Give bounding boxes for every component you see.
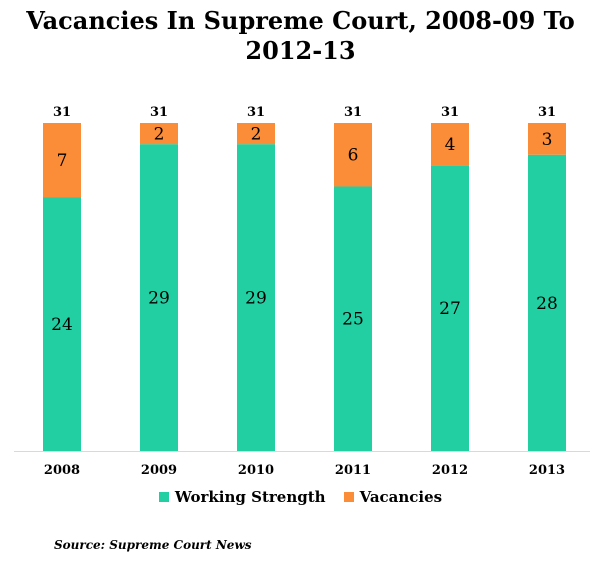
legend-swatch-vacancies [343,492,354,502]
bar-vacancies-2009 [140,123,178,145]
data-label-working-strength-2011: 25 [342,310,364,330]
bar-vacancies-2013 [528,123,566,155]
data-label-working-strength-2013: 28 [536,294,558,314]
legend: Working Strength Vacancies [0,488,601,506]
legend-item-working-strength: Working Strength [158,488,326,506]
bar-working-strength-2008 [43,197,81,451]
legend-label-vacancies: Vacancies [359,488,443,506]
data-label-working-strength-2008: 24 [51,315,73,335]
data-label-vacancies-2011: 6 [348,146,359,166]
data-label-vacancies-2009: 2 [154,125,165,145]
legend-swatch-working-strength [158,492,169,502]
x-tick-2013: 2013 [529,463,565,478]
x-tick-2008: 2008 [44,463,80,478]
bar-working-strength-2010 [237,144,275,451]
bar-vacancies-2012 [431,123,469,166]
bar-working-strength-2013 [528,154,566,451]
bar-working-strength-2012 [431,165,469,452]
x-tick-2010: 2010 [238,463,274,478]
chart-title-line-2: 2012-13 [245,36,356,65]
chart-title: Vacancies In Supreme Court, 2008-09 To 2… [0,6,601,66]
total-label-2008: 31 [53,105,71,120]
bar-vacancies-2010 [237,123,275,145]
total-label-2010: 31 [247,105,265,120]
stacked-bar-chart: 24 7 31 2008 29 2 31 2009 29 2 31 2010 25 6 31 2011 27 4 3… [14,105,590,478]
x-tick-2011: 2011 [335,463,371,478]
bar-vacancies-2011 [334,123,372,187]
total-label-2009: 31 [150,105,168,120]
data-label-vacancies-2010: 2 [251,125,262,145]
data-label-vacancies-2008: 7 [57,151,68,171]
total-label-2011: 31 [344,105,362,120]
bar-working-strength-2009 [140,144,178,451]
data-label-working-strength-2009: 29 [148,289,170,309]
source-note: Source: Supreme Court News [54,538,252,552]
data-label-working-strength-2012: 27 [439,299,461,319]
bar-working-strength-2011 [334,186,372,451]
x-tick-2012: 2012 [432,463,468,478]
data-label-vacancies-2012: 4 [445,135,456,155]
data-label-vacancies-2013: 3 [542,130,553,150]
total-label-2012: 31 [441,105,459,120]
total-label-2013: 31 [538,105,556,120]
bar-vacancies-2008 [43,123,81,198]
chart-title-line-1: Vacancies In Supreme Court, 2008-09 To [26,6,575,35]
data-label-working-strength-2010: 29 [245,289,267,309]
legend-item-vacancies: Vacancies [343,488,443,506]
x-tick-2009: 2009 [141,463,177,478]
legend-label-working-strength: Working Strength [174,488,326,506]
